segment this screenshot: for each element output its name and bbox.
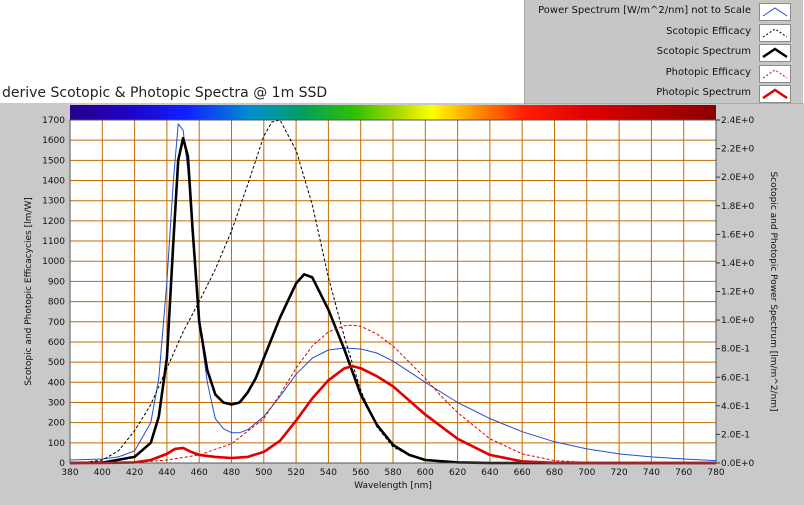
x-tick-label: 460 [191,468,208,478]
y-tick-label: 1100 [42,237,65,247]
y-tick-label: 900 [48,277,65,287]
x-tick-label: 580 [384,468,401,478]
y2-tick-label: 2.0E+0 [721,173,755,183]
y2-tick-label: 4.0E-1 [721,402,750,412]
x-tick-label: 540 [320,468,337,478]
x-tick-label: 640 [481,468,498,478]
spectrum-bar [70,105,716,120]
x-tick-label: 440 [158,468,175,478]
series-line [69,136,716,465]
y-tick-label: 1600 [42,136,65,146]
y2-tick-label: 2.2E+0 [721,145,755,155]
x-tick-label: 620 [449,468,466,478]
y-tick-label: 700 [48,318,65,328]
x-tick-label: 600 [417,468,434,478]
x-tick-label: 420 [126,468,143,478]
legend-swatch [759,3,791,21]
y-tick-label: 400 [48,378,65,388]
x-tick-label: 560 [352,468,369,478]
chart-title: derive Scotopic & Photopic Spectra @ 1m … [2,85,328,101]
legend-item: Scotopic Efficacy [525,22,803,42]
y-tick-label: 1400 [42,177,65,187]
x-tick-label: 400 [94,468,111,478]
legend-swatch [759,64,791,83]
y-tick-label: 1700 [42,116,65,126]
chart: 380 400 420 440 460 480 500 520 540 560 580 600 620 6… [24,105,778,491]
legend-item: Photopic Spectrum [525,83,803,104]
y-tick-label: 0 [59,459,65,469]
y-tick-label: 1300 [42,197,65,207]
x-tick-label: 780 [707,468,724,478]
x-tick-label: 680 [546,468,563,478]
y2-tick-label: 2.0E-1 [721,430,750,440]
y2-tick-label: 1.8E+0 [721,202,755,212]
legend-item: Power Spectrum [W/m^2/nm] not to Scale [525,1,803,21]
legend-swatch [759,85,791,104]
legend-label: Scotopic Efficacy [666,25,751,37]
y2-tick-label: 8.0E-1 [721,345,750,355]
x-tick-label: 740 [643,468,660,478]
y-tick-label: 1000 [42,257,65,267]
x-tick-label: 760 [675,468,692,478]
x-axis-label: Wavelength [nm] [354,481,432,491]
y-tick-label: 200 [48,419,65,429]
x-tick-label: 380 [61,468,78,478]
legend-swatch [759,44,791,63]
series-line [69,123,717,462]
x-tick-label: 520 [288,468,305,478]
y-axis-label: Scotopic and Photopic Efficacycies [lm/W… [24,197,34,386]
legend-label: Scotopic Spectrum [656,46,751,58]
y2-axis-label: Scotopic and Photopic Power Spectrum [lm… [768,171,778,411]
x-tick-label: 500 [255,468,272,478]
y2-tick-label: 2.4E+0 [721,116,755,126]
y-tick-label: 100 [48,439,65,449]
series-line [70,364,716,465]
y2-tick-label: 1.4E+0 [721,259,755,269]
legend-item: Photopic Efficacy [525,63,803,83]
y2-tick-label: 6.0E-1 [721,373,750,383]
y2-tick-label: 1.0E+0 [721,316,755,326]
series-line [70,324,717,464]
y-tick-label: 600 [48,338,65,348]
legend-label: Photopic Efficacy [665,66,751,78]
y-tick-label: 300 [48,398,65,408]
y-tick-label: 1500 [42,156,65,166]
y2-tick-label: 1.2E+0 [721,288,755,298]
y-tick-label: 800 [48,298,65,308]
y-tick-label: 500 [48,358,65,368]
legend-label: Power Spectrum [W/m^2/nm] not to Scale [538,5,751,16]
x-tick-label: 480 [223,468,240,478]
legend-swatch [759,23,791,42]
x-tick-label: 720 [611,468,628,478]
y-tick-label: 1200 [42,217,65,227]
y2-tick-label: 1.6E+0 [721,230,755,240]
x-tick-label: 700 [578,468,595,478]
y2-tick-label: 0.0E+0 [721,459,755,469]
x-tick-label: 660 [514,468,531,478]
legend: Power Spectrum [W/m^2/nm] not to Scale Sc… [524,0,803,104]
legend-label: Photopic Spectrum [656,87,751,99]
legend-item: Scotopic Spectrum [525,42,803,63]
